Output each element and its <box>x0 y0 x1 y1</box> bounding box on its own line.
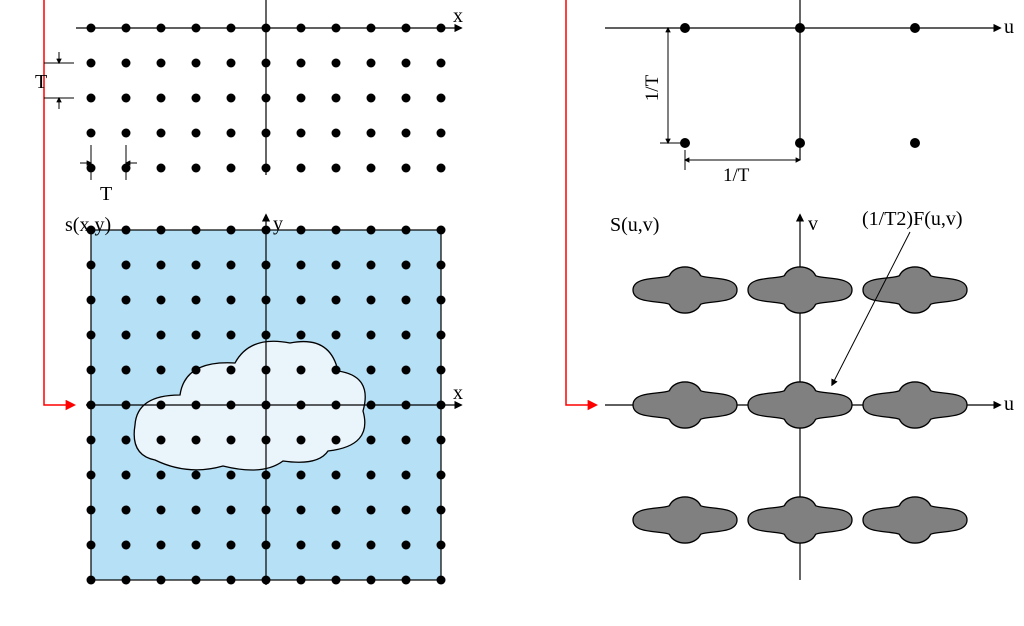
sxy-label: s(x,y) <box>65 214 111 236</box>
spectrum-blobs <box>633 267 967 543</box>
u-axis-label-top-right: u <box>1004 16 1014 38</box>
red-connector-right <box>566 0 596 405</box>
y-axis-label-bot-left: y <box>273 213 283 235</box>
dim-T-v-label: T <box>35 71 47 93</box>
Suv-label: S(u,v) <box>610 214 659 236</box>
dim-1T-v-label: 1/T <box>642 74 663 101</box>
dim-1T-vertical: 1/T <box>642 28 690 143</box>
x-axis-label-top-left: x <box>453 5 463 27</box>
callout-label: (1/T2)F(u,v) <box>862 208 963 230</box>
v-axis-label-bot-right: v <box>808 213 818 235</box>
dim-1T-horizontal: 1/T <box>685 150 800 186</box>
figure: x T T x y s(x,y) u 1/T 1/T u v S(u,v) (1… <box>0 0 1024 626</box>
dim-T-vertical: T <box>35 52 74 109</box>
callout-arrow <box>832 232 910 385</box>
dim-T-h-label: T <box>100 183 112 205</box>
u-axis-label-bot-right: u <box>1004 393 1014 415</box>
dim-1T-h-label: 1/T <box>723 165 750 186</box>
x-axis-label-bot-left: x <box>453 382 463 404</box>
dim-T-horizontal: T <box>80 145 137 205</box>
